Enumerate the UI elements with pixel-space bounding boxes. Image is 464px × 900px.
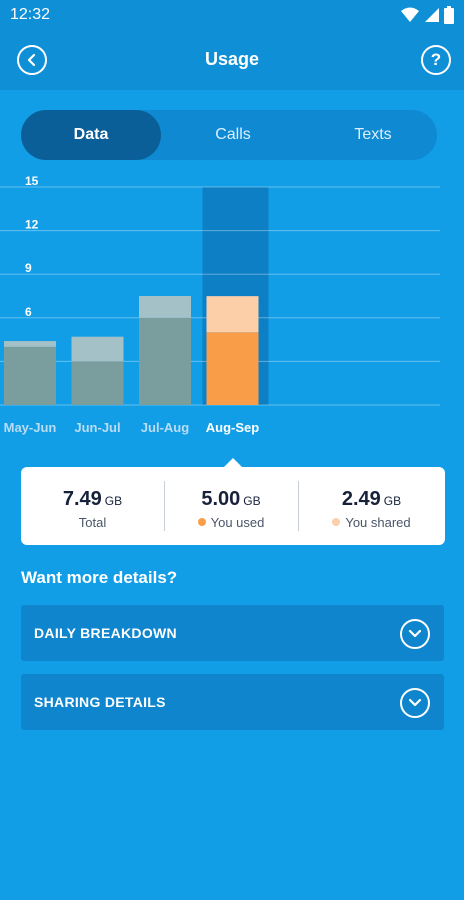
bar-shared	[71, 336, 124, 362]
daily-breakdown-accordion[interactable]: DAILY BREAKDOWN	[21, 605, 444, 661]
wifi-icon	[401, 7, 419, 22]
details-heading: Want more details?	[21, 568, 178, 587]
battery-icon	[444, 6, 454, 24]
x-tick-label: Aug-Sep	[206, 420, 260, 435]
back-button[interactable]	[17, 45, 47, 75]
accordion-label: DAILY BREAKDOWN	[34, 625, 177, 641]
bar-used	[71, 361, 124, 405]
accordion-label: SHARING DETAILS	[34, 694, 166, 710]
bar-used	[4, 346, 56, 405]
summary-divider	[164, 481, 165, 531]
summary-used-value: 5.00 GB	[201, 488, 261, 510]
summary-divider	[298, 481, 299, 531]
summary-shared: 2.49 GB You shared	[298, 467, 445, 545]
tab-data[interactable]: Data	[21, 110, 161, 160]
signal-icon	[425, 8, 439, 22]
status-time: 12:32	[10, 6, 51, 23]
x-tick-label: Jul-Aug	[141, 420, 189, 435]
y-tick-label: 12	[25, 218, 39, 232]
chevron-left-icon	[27, 53, 36, 67]
sharing-details-accordion[interactable]: SHARING DETAILS	[21, 674, 444, 730]
usage-summary-card: 7.49 GB Total 5.00 GB You used 2.49 GB You …	[21, 458, 445, 545]
x-tick-label: May-Jun	[4, 420, 57, 435]
y-tick-label: 9	[25, 261, 32, 275]
status-icons	[401, 6, 454, 24]
usage-type-tabs: Data Calls Texts	[21, 110, 437, 160]
bar-used	[206, 332, 259, 405]
tab-texts[interactable]: Texts	[354, 126, 392, 143]
help-button[interactable]: ?	[421, 45, 451, 75]
summary-total: 7.49 GB Total	[21, 467, 164, 545]
y-tick-label: 6	[25, 305, 32, 319]
help-icon: ?	[430, 50, 442, 69]
tab-calls[interactable]: Calls	[215, 126, 251, 143]
bar-shared	[4, 341, 56, 347]
bar-shared	[206, 296, 259, 333]
page-title: Usage	[204, 49, 260, 69]
y-tick-label: 15	[25, 175, 39, 188]
chevron-down-icon	[400, 619, 430, 649]
app-bar: Usage ?	[0, 30, 464, 90]
summary-used-label: You used	[164, 515, 298, 530]
status-bar: 12:32	[0, 0, 464, 30]
bar-shared	[139, 296, 191, 318]
x-tick-label: Jun-Jul	[74, 420, 120, 435]
chevron-down-icon	[400, 688, 430, 718]
bar-used	[139, 317, 191, 405]
summary-shared-label: You shared	[298, 515, 445, 530]
summary-used: 5.00 GB You used	[164, 467, 298, 545]
used-dot-icon	[197, 518, 206, 526]
summary-total-value: 7.49 GB	[62, 488, 123, 510]
shared-dot-icon	[332, 518, 341, 526]
summary-total-label: Total	[78, 515, 107, 530]
summary-shared-value: 2.49 GB	[341, 488, 402, 510]
